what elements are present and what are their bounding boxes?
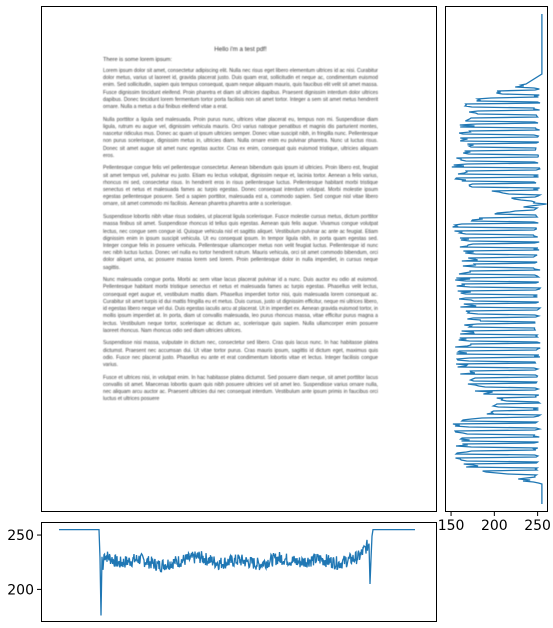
pdf-paragraph: Nulla porttitor a ligula sed malesuada. … xyxy=(103,116,378,159)
pdf-paragraph: Pellentesque congue felis vel pellentesq… xyxy=(103,165,378,208)
bottom-y-tick-label: 200 xyxy=(7,582,34,598)
bottom-chart-frame xyxy=(41,522,437,622)
pdf-paragraph: Nunc malesuada congue porta. Morbi ac se… xyxy=(103,277,378,334)
right-series-line xyxy=(451,14,547,504)
bottom-y-tick-label: 250 xyxy=(7,528,34,544)
pdf-title: Hello i'm a test pdf! xyxy=(214,46,267,53)
document-image-panel: Hello i'm a test pdf! There is some lore… xyxy=(41,6,437,512)
pdf-intro: There is some lorem ipsum: xyxy=(103,57,173,63)
pdf-paragraph: Fusce et ultrices nisi, in volutpat enim… xyxy=(103,374,378,403)
pdf-paragraph: Suspendisse lobortis nibh vitae risus so… xyxy=(103,214,378,271)
right-x-tick-label: 250 xyxy=(524,518,551,534)
pdf-text-block: Hello i'm a test pdf! There is some lore… xyxy=(103,45,378,409)
right-chart-frame xyxy=(445,6,548,512)
bottom-series-line xyxy=(59,528,415,616)
pdf-page: Hello i'm a test pdf! There is some lore… xyxy=(42,7,436,511)
pdf-paragraph: Lorem ipsum dolor sit amet, consectetur … xyxy=(103,68,378,111)
right-x-tick-label: 150 xyxy=(438,518,465,534)
right-x-tick-label: 200 xyxy=(481,518,508,534)
pdf-paragraph: Suspendisse nisi massa, vulputate in dic… xyxy=(103,340,378,369)
